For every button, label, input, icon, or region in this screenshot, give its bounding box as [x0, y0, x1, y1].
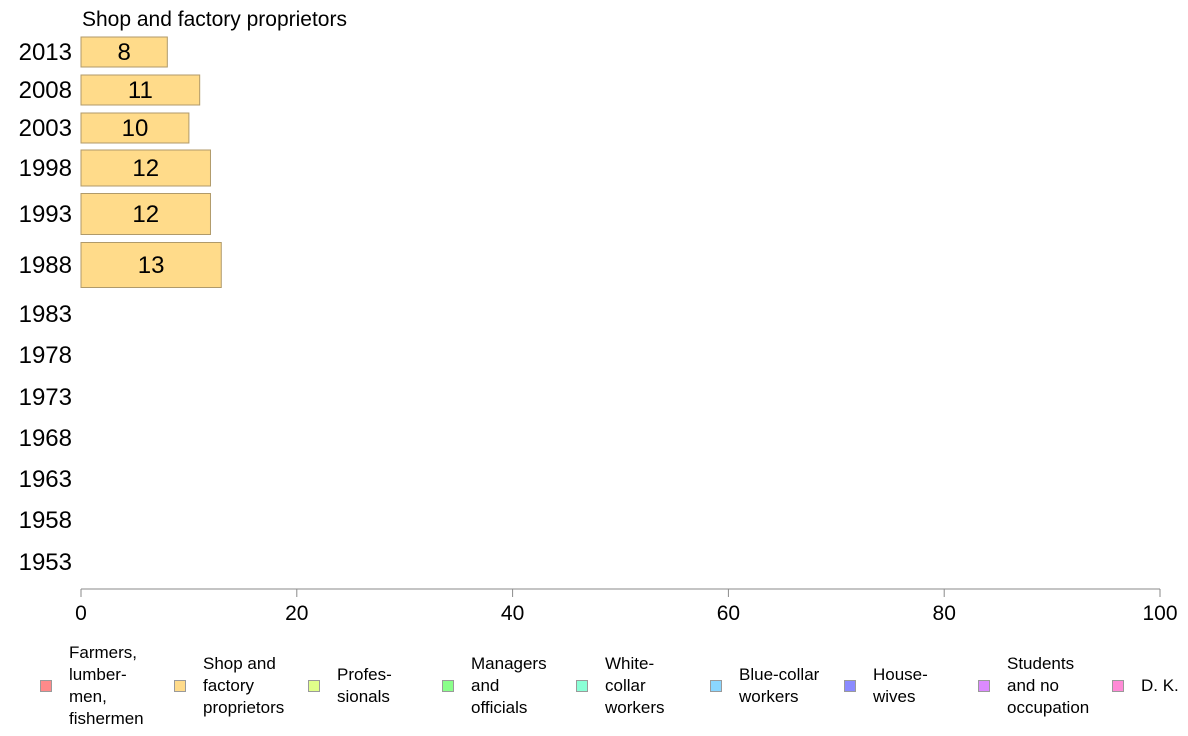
- bar: [80, 149, 211, 187]
- year-label: 2003: [19, 115, 72, 142]
- year-label: 1958: [19, 507, 72, 534]
- legend-label: House- wives: [873, 665, 928, 706]
- legend: Farmers, lumber- men, fishermen Shop and …: [0, 643, 1188, 728]
- legend-label: Profes- sionals: [337, 665, 392, 706]
- legend-label: Managers and officials: [471, 654, 547, 717]
- legend-swatch: [40, 680, 52, 692]
- year-label: 2008: [19, 77, 72, 104]
- data-label: 8: [117, 39, 130, 66]
- year-label: 1968: [19, 425, 72, 452]
- data-label: 11: [128, 77, 153, 104]
- legend-item: Blue-collar workers: [710, 646, 819, 726]
- legend-swatch: [1112, 680, 1124, 692]
- legend-swatch: [576, 680, 588, 692]
- year-label: 1978: [19, 342, 72, 369]
- x-tick-label: 0: [75, 602, 87, 625]
- legend-swatch: [308, 680, 320, 692]
- legend-swatch: [174, 680, 186, 692]
- x-tick-label: 40: [501, 602, 524, 625]
- legend-item: Farmers, lumber- men, fishermen: [40, 643, 144, 728]
- legend-label: Farmers, lumber- men, fishermen: [69, 643, 144, 728]
- legend-swatch: [710, 680, 722, 692]
- legend-label: Blue-collar workers: [739, 665, 820, 706]
- year-label: 1963: [19, 466, 72, 493]
- legend-item: D. K.: [1112, 646, 1179, 726]
- legend-item: White- collar workers: [576, 646, 665, 726]
- bar: [80, 112, 190, 144]
- chart-title: Shop and factory proprietors: [82, 8, 347, 31]
- year-label: 1988: [19, 252, 72, 279]
- legend-swatch: [442, 680, 454, 692]
- legend-item: Students and no occupation: [978, 646, 1089, 726]
- bar: [80, 193, 211, 235]
- bar: [80, 36, 168, 68]
- legend-swatch: [844, 680, 856, 692]
- legend-label: Students and no occupation: [1007, 654, 1090, 717]
- data-label: 13: [138, 252, 165, 279]
- legend-item: Shop and factory proprietors: [174, 646, 284, 726]
- bar: [80, 242, 222, 288]
- year-label: 1953: [19, 549, 72, 576]
- data-label: 10: [122, 115, 149, 142]
- legend-item: Managers and officials: [442, 646, 547, 726]
- legend-label: White- collar workers: [605, 654, 665, 717]
- data-label: 12: [132, 201, 159, 228]
- x-tick-label: 80: [933, 602, 956, 625]
- year-label: 2013: [19, 39, 72, 66]
- year-label: 1973: [19, 384, 72, 411]
- legend-item: Profes- sionals: [308, 646, 392, 726]
- x-tick-label: 20: [285, 602, 308, 625]
- year-label: 1983: [19, 301, 72, 328]
- legend-swatch: [978, 680, 990, 692]
- year-label: 1993: [19, 201, 72, 228]
- legend-label: D. K.: [1141, 676, 1179, 695]
- year-label: 1998: [19, 155, 72, 182]
- legend-item: House- wives: [844, 646, 928, 726]
- data-label: 12: [132, 155, 159, 182]
- bar: [80, 74, 201, 106]
- bar-chart: Shop and factory proprietors 20132008200…: [19, 8, 1178, 625]
- legend-label: Shop and factory proprietors: [203, 654, 285, 717]
- x-tick-label: 100: [1142, 602, 1177, 625]
- x-tick-label: 60: [717, 602, 740, 625]
